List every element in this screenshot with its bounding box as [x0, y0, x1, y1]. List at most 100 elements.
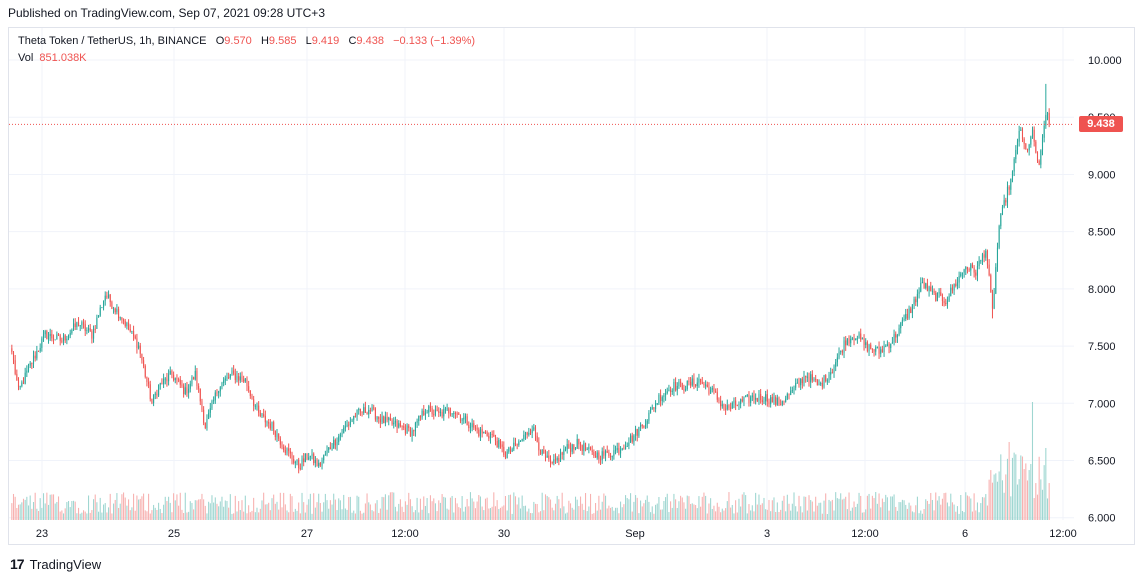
candle-body: [311, 453, 313, 456]
volume-bar: [86, 513, 88, 520]
volume-bar: [458, 507, 460, 520]
volume-bar: [299, 513, 301, 520]
candle-body: [578, 438, 580, 445]
tradingview-brand[interactable]: TradingView: [29, 556, 102, 572]
volume-bar: [945, 492, 947, 520]
candle-body: [615, 449, 617, 451]
volume-bar: [615, 507, 617, 520]
volume-bar: [855, 506, 857, 520]
volume-bar: [688, 496, 690, 520]
candle-body: [938, 292, 940, 294]
volume-bar: [748, 504, 750, 520]
volume-bar: [618, 513, 620, 520]
volume-bar: [1008, 442, 1010, 520]
candle-body: [78, 322, 80, 327]
candle-body: [81, 322, 83, 326]
volume-bar: [443, 496, 445, 520]
candle-body: [931, 290, 933, 292]
candle-body: [223, 380, 225, 383]
candle-body: [388, 417, 390, 420]
chart-frame[interactable]: [8, 27, 1135, 545]
volume-bar: [930, 492, 932, 520]
candle-body: [368, 410, 370, 415]
volume-bar: [321, 511, 323, 520]
volume-bar: [856, 503, 858, 520]
candle-body: [633, 435, 635, 442]
candle-body: [133, 331, 135, 337]
volume-bar: [274, 503, 276, 520]
candle-body: [113, 308, 115, 310]
candle-body: [178, 379, 180, 381]
candle-body: [456, 413, 458, 415]
volume-bar: [876, 503, 878, 520]
candle-body: [91, 331, 93, 339]
volume-bar: [920, 510, 922, 520]
volume-bar: [114, 499, 116, 520]
candle-body: [529, 432, 532, 434]
candle-body: [836, 357, 838, 363]
candle-body: [965, 266, 967, 270]
volume-bar: [331, 504, 333, 520]
candle-body: [926, 283, 928, 292]
volume-bar: [419, 498, 421, 520]
volume-bar: [509, 494, 512, 520]
volume-bar: [755, 492, 757, 520]
candle-body: [875, 347, 877, 352]
candle-body: [461, 419, 463, 421]
candle-body: [958, 276, 960, 283]
candle-body: [42, 334, 45, 339]
volume-bar: [148, 493, 150, 520]
volume-bar: [54, 503, 56, 520]
volume-bar: [961, 510, 963, 520]
candle-body: [519, 440, 522, 442]
volume-bar: [943, 493, 945, 520]
candle-body: [214, 392, 216, 401]
candle-body: [621, 448, 623, 450]
candle-body: [191, 377, 193, 384]
tradingview-logo-icon[interactable]: 17: [10, 556, 25, 572]
candle-body: [51, 333, 53, 339]
volume-bar: [133, 493, 135, 520]
volume-bar: [871, 495, 873, 520]
candle-body: [1028, 144, 1030, 151]
candle-body: [61, 340, 63, 342]
candle-body: [308, 457, 310, 460]
volume-bar: [418, 512, 420, 520]
volume-bar: [384, 494, 386, 520]
candle-body: [986, 250, 989, 265]
volume-bar: [584, 493, 587, 520]
candle-body: [131, 331, 133, 333]
volume-bar: [823, 500, 825, 520]
volume-bar: [118, 507, 120, 520]
candle-body: [201, 401, 203, 410]
volume-bar: [1006, 458, 1009, 520]
candle-body: [1048, 112, 1050, 125]
volume-bar: [211, 495, 213, 520]
candle-body: [276, 433, 278, 437]
volume-bar: [62, 513, 65, 520]
volume-bar: [84, 511, 86, 520]
volume-bar: [781, 500, 783, 520]
candle-body: [34, 355, 36, 359]
volume-bar: [416, 497, 418, 520]
candle-body: [376, 417, 378, 420]
candle-body: [576, 438, 578, 449]
volume-bar: [971, 511, 973, 520]
candle-body: [539, 450, 542, 455]
volume-bar: [670, 501, 672, 520]
volume-bar: [680, 495, 682, 520]
volume-bar: [423, 496, 425, 520]
candle-body: [765, 394, 767, 402]
volume-bar: [866, 495, 868, 520]
volume-bar: [810, 500, 812, 520]
candle-body: [548, 455, 550, 460]
volume-bar: [361, 513, 363, 520]
volume-bar: [486, 497, 488, 520]
candle-body: [206, 419, 208, 429]
candle-body: [806, 376, 808, 378]
volume-bar: [313, 493, 315, 520]
volume-bar: [499, 507, 502, 520]
candle-body: [564, 449, 567, 451]
volume-bar: [1026, 480, 1029, 520]
